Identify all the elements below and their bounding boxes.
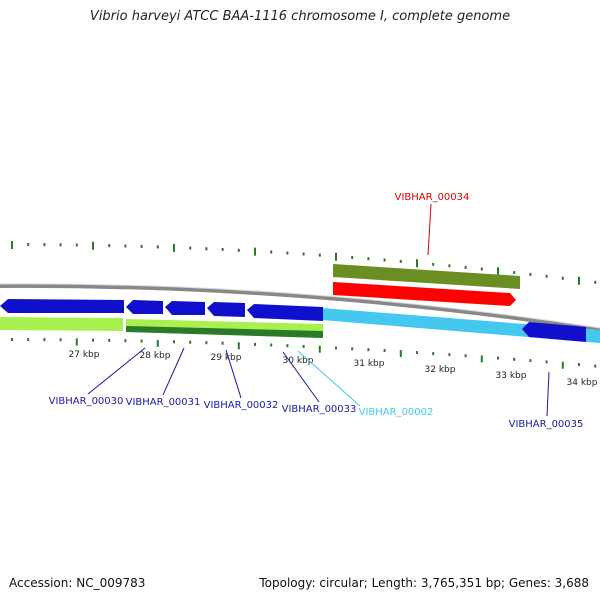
accession-text: Accession: NC_009783: [9, 576, 146, 590]
gene-label-vibhar-00030: VIBHAR_00030: [49, 396, 124, 407]
scale-label: 28 kbp: [140, 351, 171, 361]
gene-reverse-2-band: [126, 326, 323, 338]
gene-reverse-1: [0, 317, 123, 331]
gene-label-vibhar-00035: VIBHAR_00035: [509, 419, 584, 430]
chromosome-backbone-highlight: [0, 283, 600, 329]
chromosome-backbone: [0, 283, 600, 332]
scale-labels: 27 kbp 28 kbp 29 kbp 30 kbp 31 kbp 32 kbp 33 k…: [69, 350, 598, 388]
gene-label-vibhar-00033: VIBHAR_00033: [282, 404, 357, 415]
gene-vibhar-00030: [0, 299, 124, 313]
scale-label: 32 kbp: [425, 365, 456, 375]
callout-line: [162, 347, 185, 396]
callout-line: [546, 371, 550, 417]
gene-label-vibhar-00034: VIBHAR_00034: [395, 192, 470, 203]
gene-vibhar-00032: [207, 302, 245, 317]
map-title: Vibrio harveyi ATCC BAA-1116 chromosome …: [89, 9, 511, 24]
callout-line: [282, 351, 320, 403]
gene-label-vibhar-00032: VIBHAR_00032: [204, 400, 279, 411]
callout-line: [87, 347, 146, 395]
gene-label-vibhar-00031: VIBHAR_00031: [126, 397, 201, 408]
scale-label: 31 kbp: [354, 359, 385, 369]
gene-label-vibhar-00002: VIBHAR_00002: [359, 407, 434, 418]
callout-line: [427, 203, 432, 256]
scale-label: 34 kbp: [567, 378, 598, 388]
scale-label: 27 kbp: [69, 350, 100, 360]
tick-row-inner: [11, 338, 597, 369]
gene-vibhar-00031a: [126, 300, 163, 314]
callout-line: [225, 349, 242, 399]
gene-vibhar-00033: [247, 304, 323, 321]
gene-vibhar-00035: [522, 322, 586, 342]
scale-label: 29 kbp: [211, 353, 242, 363]
gene-callouts: VIBHAR_00030 VIBHAR_00031 VIBHAR_00032 VIBH…: [49, 192, 584, 430]
topology-text: Topology: circular; Length: 3,765,351 bp…: [259, 576, 589, 590]
callout-line: [297, 350, 361, 407]
gene-vibhar-00034: [333, 282, 516, 306]
gene-vibhar-00034-companion: [333, 264, 520, 289]
tick-row-outer: [11, 240, 597, 285]
gene-vibhar-00031b: [165, 301, 205, 315]
scale-label: 33 kbp: [496, 371, 527, 381]
scale-label: 30 kbp: [283, 356, 314, 366]
